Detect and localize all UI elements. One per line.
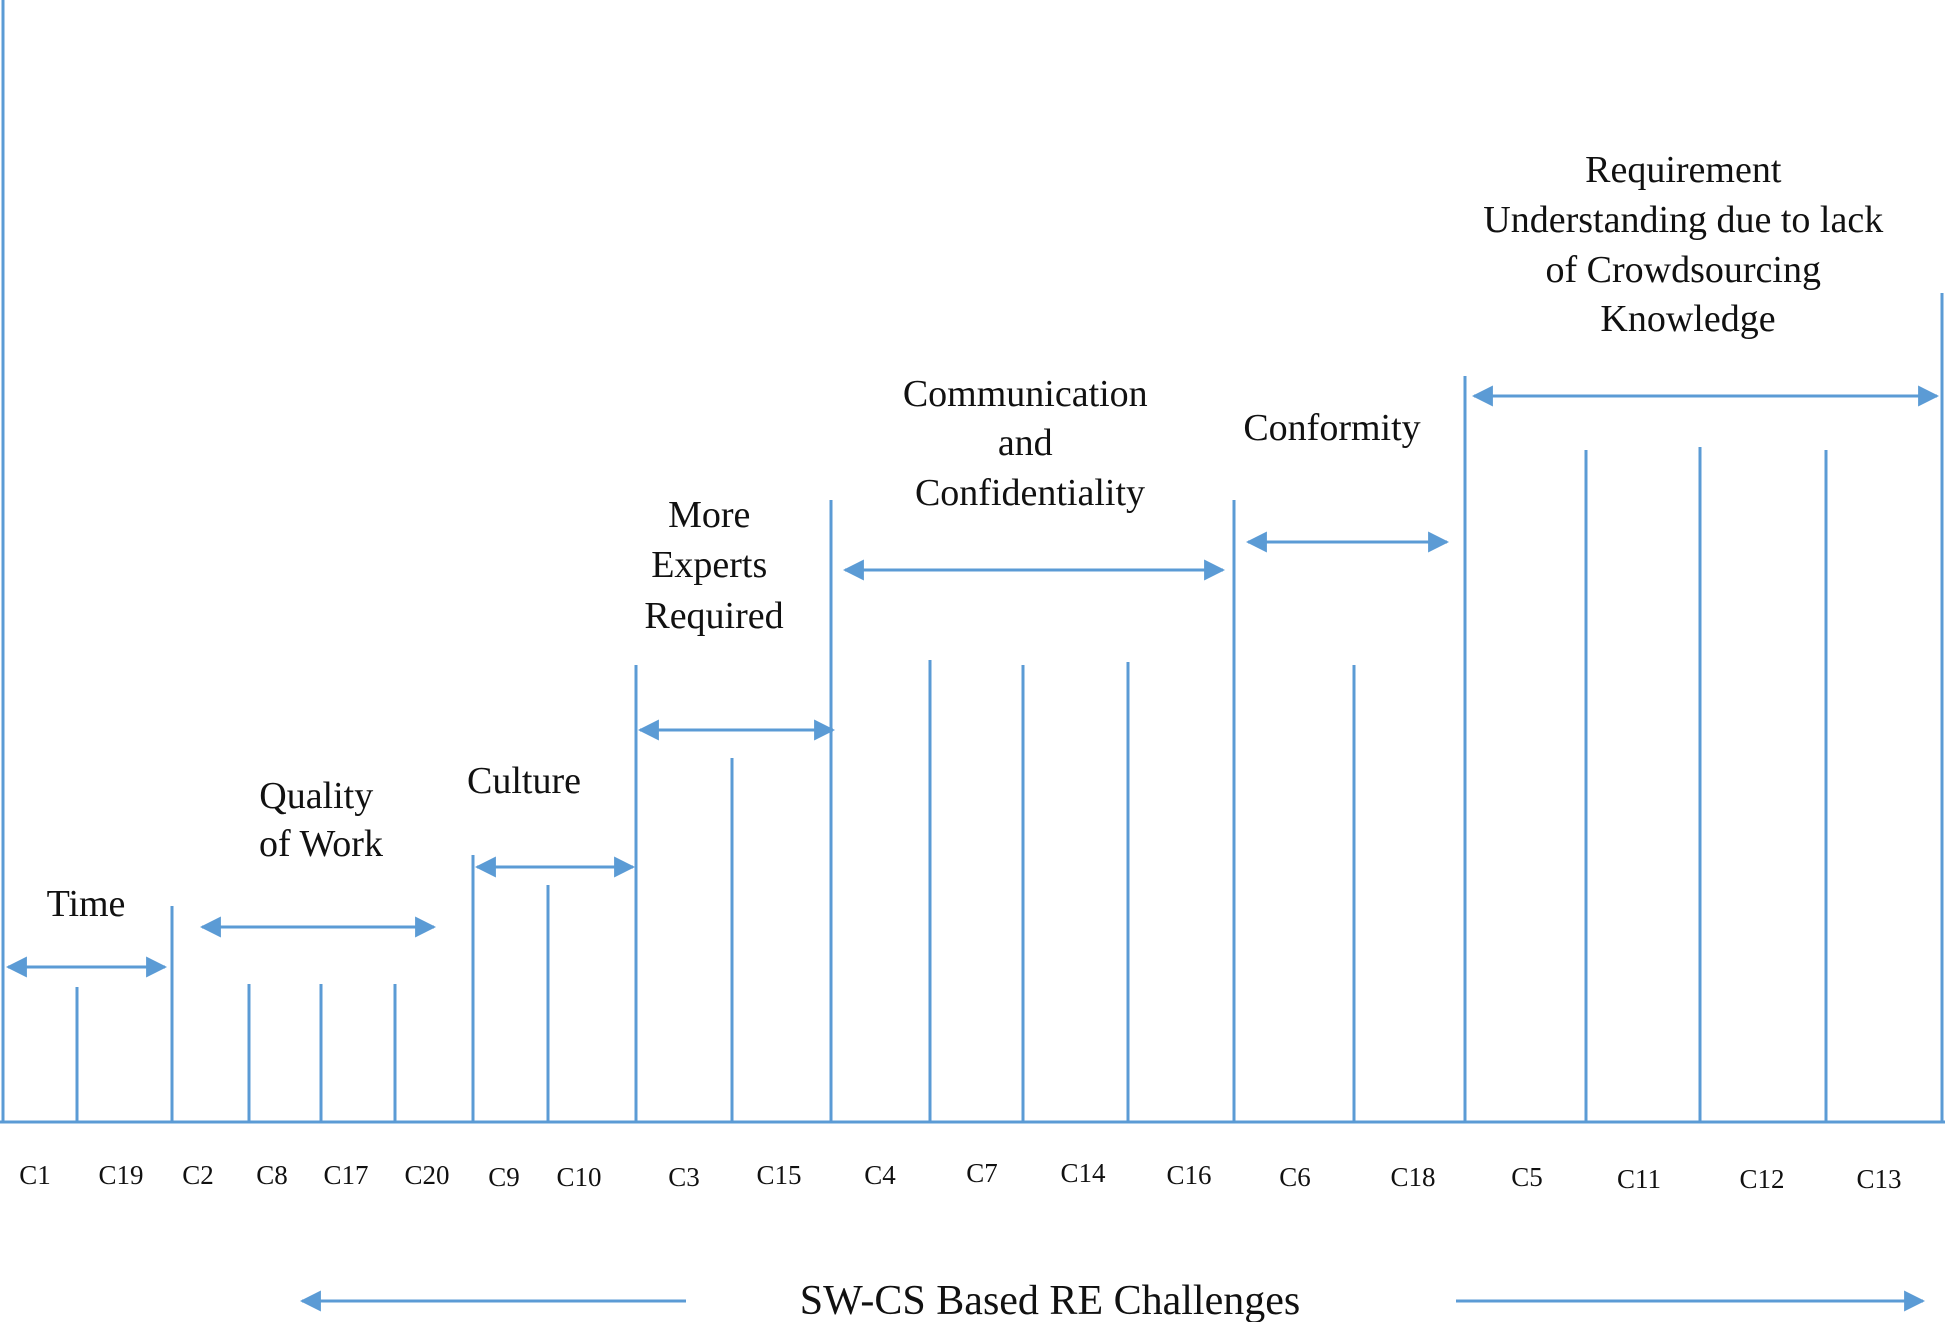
code-label-c8: C8 (256, 1160, 288, 1190)
code-label-c6: C6 (1279, 1162, 1311, 1192)
code-label-c1: C1 (19, 1160, 51, 1190)
group-label-requirement-understanding: Requirement Understanding due to lack of… (1483, 149, 1892, 340)
code-label-c12: C12 (1739, 1164, 1784, 1194)
code-label-c18: C18 (1390, 1162, 1435, 1192)
group-label-quality-of-work: Quality of Work (259, 775, 383, 865)
group-label-line: Time (47, 883, 126, 925)
code-label-c2: C2 (182, 1160, 214, 1190)
group-label-line: Quality (259, 775, 373, 817)
group-label-line: of Crowdsourcing (1546, 249, 1821, 291)
group-label-line: Experts (651, 544, 767, 586)
caption-text: SW-CS Based RE Challenges (800, 1278, 1300, 1322)
code-label-c19: C19 (98, 1160, 143, 1190)
code-label-c5: C5 (1511, 1162, 1543, 1192)
group-label-line: Communication (903, 373, 1148, 415)
group-label-time: Time (47, 883, 126, 925)
caption-group: SW-CS Based RE Challenges (299, 1278, 1926, 1322)
group-label-more-experts-required: More Experts Required (644, 494, 783, 637)
group-label-conformity: Conformity (1243, 407, 1420, 449)
code-label-c4: C4 (864, 1160, 896, 1190)
challenge-ticks (75, 447, 1828, 1122)
code-label-c3: C3 (668, 1162, 700, 1192)
group-label-line: More (668, 494, 750, 536)
group-label-line: Culture (467, 760, 581, 802)
code-label-c7: C7 (966, 1158, 998, 1188)
code-label-c17: C17 (323, 1160, 368, 1190)
group-label-line: of Work (259, 823, 383, 865)
group-label-line: Understanding due to lack (1483, 199, 1883, 241)
code-label-c20: C20 (404, 1160, 449, 1190)
group-label-culture: Culture (467, 760, 581, 802)
group-arrows (5, 385, 1940, 978)
group-label-line: Required (644, 595, 783, 637)
challenge-code-labels: C1 C19 C2 C8 C17 C20 C9 C10 C3 C15 C4 C7… (19, 1158, 1901, 1194)
group-label-line: Conformity (1243, 407, 1420, 449)
code-label-c13: C13 (1856, 1164, 1901, 1194)
group-label-line: Knowledge (1600, 298, 1775, 340)
code-label-c16: C16 (1166, 1160, 1211, 1190)
group-dividers (170, 293, 1944, 1122)
code-label-c9: C9 (488, 1162, 520, 1192)
code-label-c10: C10 (556, 1162, 601, 1192)
group-label-line: and (998, 422, 1053, 464)
code-label-c11: C11 (1617, 1164, 1661, 1194)
code-label-c15: C15 (756, 1160, 801, 1190)
code-label-c14: C14 (1060, 1158, 1106, 1188)
group-label-line: Confidentiality (915, 472, 1145, 514)
group-label-communication-and-confidentiality: Communication and Confidentiality (903, 373, 1157, 514)
group-label-line: Requirement (1585, 149, 1782, 191)
group-labels: Time Quality of Work Culture More Expert… (47, 149, 1892, 925)
